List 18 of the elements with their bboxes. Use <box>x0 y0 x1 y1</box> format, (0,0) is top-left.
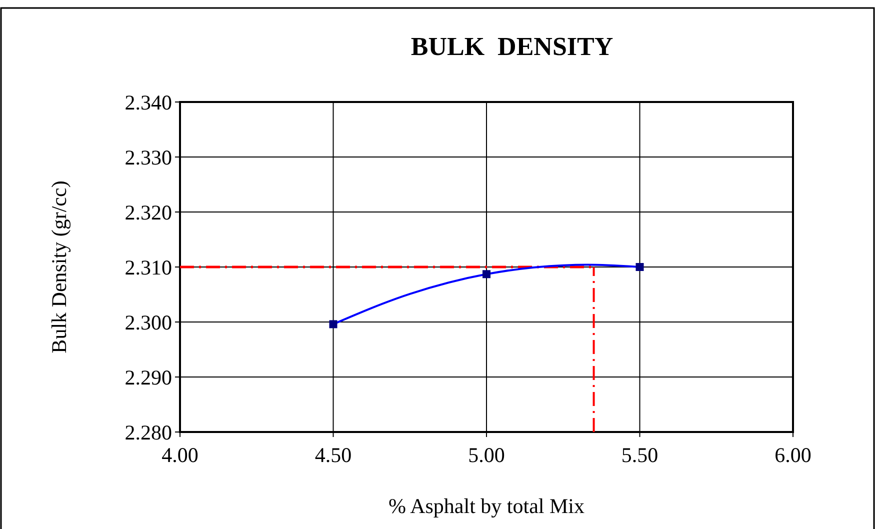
x-tick-label: 4.50 <box>314 443 352 467</box>
y-tick-label: 2.300 <box>124 310 172 334</box>
point <box>329 320 338 328</box>
y-tick-label: 2.290 <box>124 365 172 390</box>
y-tick-label: 2.330 <box>124 145 172 170</box>
point <box>636 263 644 271</box>
point <box>482 270 490 278</box>
x-tick-label: 4.00 <box>162 443 198 467</box>
chart-title: BULK DENSITY <box>410 32 614 61</box>
y-tick-label: 2.340 <box>124 90 172 114</box>
y-axis-title: Bulk Density (gr/cc) <box>47 180 71 354</box>
x-tick-label: 5.50 <box>621 443 658 467</box>
y-tick-label: 2.280 <box>124 420 172 444</box>
x-tick-label: 5.00 <box>468 443 505 467</box>
x-tick-label: 6.00 <box>774 443 812 467</box>
y-tick-label: 2.310 <box>124 255 172 280</box>
x-axis-title: % Asphalt by total Mix <box>388 494 585 518</box>
y-tick-label: 2.320 <box>124 200 172 224</box>
